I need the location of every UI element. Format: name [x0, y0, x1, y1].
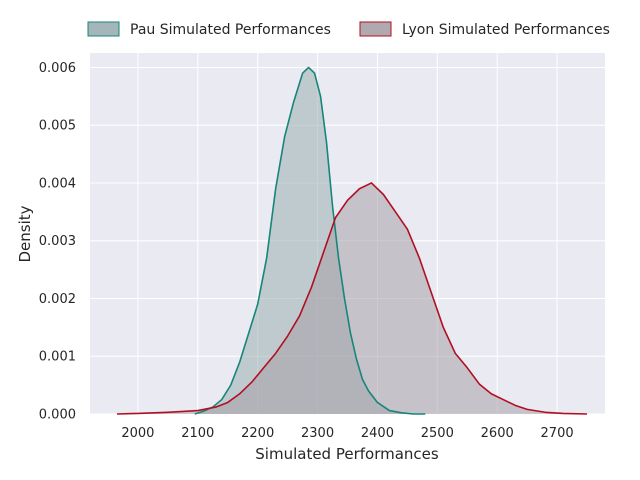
x-tick-label-3: 2300 — [301, 426, 334, 441]
y-tick-label-1: 0.001 — [39, 350, 76, 365]
legend-swatch-1 — [359, 21, 392, 37]
series-line-1 — [116, 182, 588, 415]
y-tick-label-5: 0.005 — [39, 119, 76, 134]
x-tick-label-2: 2200 — [241, 426, 274, 441]
legend: Pau Simulated Performances Lyon Simulated… — [87, 21, 610, 38]
x-tick-label-1: 2100 — [181, 426, 214, 441]
y-tick-label-0: 0.000 — [39, 408, 76, 423]
series-area-1 — [116, 182, 588, 414]
x-axis-ticks: 2000 2100 2200 2300 2400 2500 2600 2700 — [121, 426, 573, 441]
legend-label-0: Pau Simulated Performances — [130, 22, 331, 38]
legend-label-1: Lyon Simulated Performances — [402, 22, 610, 38]
x-tick-label-5: 2500 — [421, 426, 454, 441]
y-tick-label-6: 0.006 — [39, 61, 76, 76]
x-tick-label-6: 2600 — [481, 426, 514, 441]
x-tick-label-0: 2000 — [121, 426, 154, 441]
density-lines — [116, 66, 588, 415]
y-tick-label-4: 0.004 — [39, 176, 76, 191]
series-area-0 — [194, 67, 426, 414]
y-tick-label-3: 0.003 — [39, 234, 76, 249]
y-axis-ticks: 0.000 0.001 0.002 0.003 0.004 0.005 0.006 — [39, 61, 76, 423]
x-tick-label-7: 2700 — [541, 426, 574, 441]
y-tick-label-2: 0.002 — [39, 292, 76, 307]
x-axis-label: Simulated Performances — [255, 445, 439, 463]
density-areas — [116, 67, 588, 414]
legend-swatch-0 — [87, 21, 120, 37]
y-axis-label: Density — [16, 205, 34, 262]
series-line-0 — [194, 66, 426, 415]
x-tick-label-4: 2400 — [361, 426, 394, 441]
